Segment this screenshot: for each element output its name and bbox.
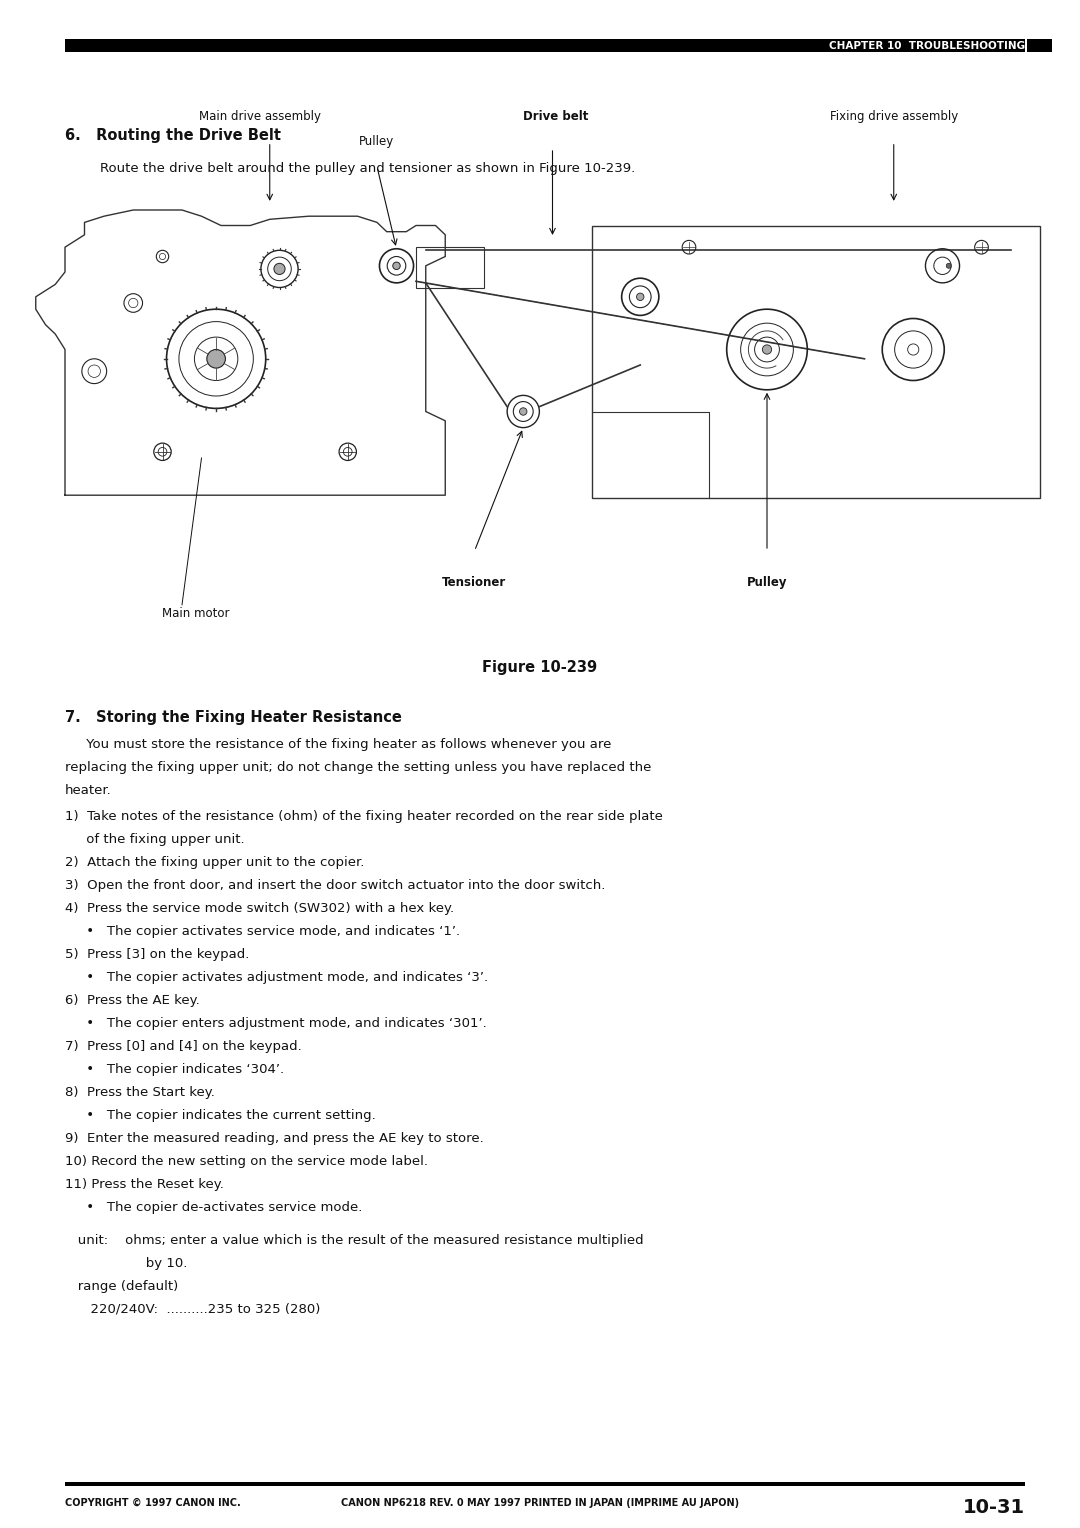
Text: Pulley: Pulley <box>746 576 787 588</box>
Text: 7.   Storing the Fixing Heater Resistance: 7. Storing the Fixing Heater Resistance <box>65 709 402 724</box>
Text: Main drive assembly: Main drive assembly <box>199 110 321 124</box>
Text: Figure 10-239: Figure 10-239 <box>483 660 597 674</box>
Text: Main motor: Main motor <box>162 607 230 620</box>
Text: •   The copier indicates ‘304’.: • The copier indicates ‘304’. <box>65 1062 284 1076</box>
Text: •   The copier enters adjustment mode, and indicates ‘301’.: • The copier enters adjustment mode, and… <box>65 1016 487 1030</box>
Text: COPYRIGHT © 1997 CANON INC.: COPYRIGHT © 1997 CANON INC. <box>65 1497 241 1508</box>
Text: You must store the resistance of the fixing heater as follows whenever you are: You must store the resistance of the fix… <box>65 738 611 750</box>
Text: •   The copier activates adjustment mode, and indicates ‘3’.: • The copier activates adjustment mode, … <box>65 970 488 984</box>
Text: Fixing drive assembly: Fixing drive assembly <box>829 110 958 124</box>
Text: •   The copier de-activates service mode.: • The copier de-activates service mode. <box>65 1201 363 1213</box>
Text: CHAPTER 10  TROUBLESHOOTING: CHAPTER 10 TROUBLESHOOTING <box>828 41 1025 50</box>
Text: 220/240V:  ..........235 to 325 (280): 220/240V: ..........235 to 325 (280) <box>65 1302 321 1316</box>
Text: 6.   Routing the Drive Belt: 6. Routing the Drive Belt <box>65 128 281 144</box>
Bar <box>592 226 1040 498</box>
Text: 1)  Take notes of the resistance (ohm) of the fixing heater recorded on the rear: 1) Take notes of the resistance (ohm) of… <box>65 810 663 822</box>
Text: •   The copier indicates the current setting.: • The copier indicates the current setti… <box>65 1108 376 1122</box>
Text: 9)  Enter the measured reading, and press the AE key to store.: 9) Enter the measured reading, and press… <box>65 1132 484 1144</box>
Text: 5)  Press [3] on the keypad.: 5) Press [3] on the keypad. <box>65 947 249 961</box>
Circle shape <box>274 263 285 275</box>
Text: Route the drive belt around the pulley and tensioner as shown in Figure 10-239.: Route the drive belt around the pulley a… <box>100 162 635 176</box>
Circle shape <box>393 263 401 269</box>
Bar <box>65 1482 1025 1487</box>
Text: 7)  Press [0] and [4] on the keypad.: 7) Press [0] and [4] on the keypad. <box>65 1039 301 1053</box>
Text: 3)  Open the front door, and insert the door switch actuator into the door switc: 3) Open the front door, and insert the d… <box>65 879 606 891</box>
Text: by 10.: by 10. <box>65 1256 187 1270</box>
Text: 10-31: 10-31 <box>963 1497 1025 1517</box>
Text: •   The copier activates service mode, and indicates ‘1’.: • The copier activates service mode, and… <box>65 924 460 938</box>
Circle shape <box>636 293 644 301</box>
Text: 4)  Press the service mode switch (SW302) with a hex key.: 4) Press the service mode switch (SW302)… <box>65 902 454 914</box>
Text: CANON NP6218 REV. 0 MAY 1997 PRINTED IN JAPAN (IMPRIME AU JAPON): CANON NP6218 REV. 0 MAY 1997 PRINTED IN … <box>341 1497 739 1508</box>
Circle shape <box>762 345 771 354</box>
Bar <box>1027 40 1052 52</box>
Bar <box>416 248 484 287</box>
Text: 11) Press the Reset key.: 11) Press the Reset key. <box>65 1178 224 1190</box>
Text: 8)  Press the Start key.: 8) Press the Start key. <box>65 1085 215 1099</box>
Text: of the fixing upper unit.: of the fixing upper unit. <box>65 833 245 845</box>
Text: 10) Record the new setting on the service mode label.: 10) Record the new setting on the servic… <box>65 1155 428 1167</box>
Text: range (default): range (default) <box>65 1279 178 1293</box>
Circle shape <box>946 263 951 269</box>
Text: 2)  Attach the fixing upper unit to the copier.: 2) Attach the fixing upper unit to the c… <box>65 856 364 868</box>
Bar <box>65 40 1025 52</box>
Text: Drive belt: Drive belt <box>523 110 589 124</box>
Text: Tensioner: Tensioner <box>443 576 507 588</box>
Text: Pulley: Pulley <box>360 134 394 148</box>
Text: unit:    ohms; enter a value which is the result of the measured resistance mult: unit: ohms; enter a value which is the r… <box>65 1233 644 1247</box>
Text: 6)  Press the AE key.: 6) Press the AE key. <box>65 993 200 1007</box>
Circle shape <box>519 408 527 416</box>
Text: heater.: heater. <box>65 784 111 796</box>
Text: replacing the fixing upper unit; do not change the setting unless you have repla: replacing the fixing upper unit; do not … <box>65 761 651 773</box>
Circle shape <box>207 350 226 368</box>
